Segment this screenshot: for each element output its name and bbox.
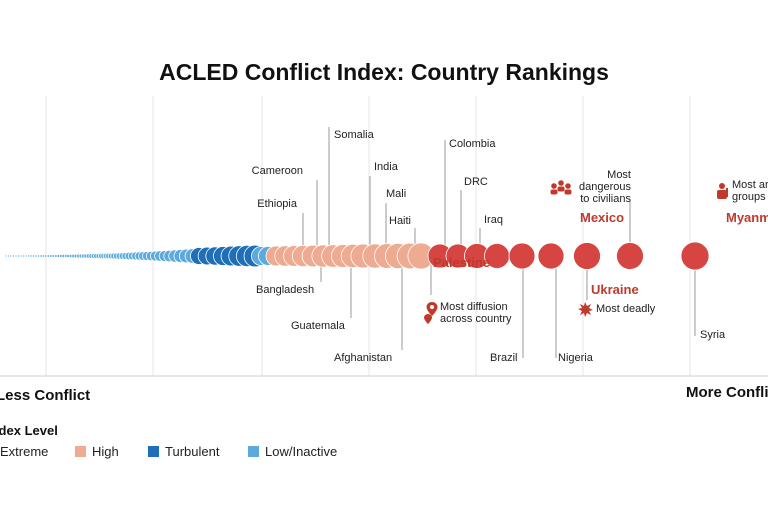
bubble-extreme <box>616 242 644 270</box>
country-label: Colombia <box>449 138 496 150</box>
legend-title: Index Level <box>0 423 58 438</box>
label-leader-lines <box>302 127 696 358</box>
country-label: Afghanistan <box>334 352 392 364</box>
highlight-country-label: Mexico <box>580 210 624 225</box>
bubble-extreme <box>537 242 565 270</box>
highlight-country-label: Myanmar <box>726 210 768 225</box>
bubble-low <box>36 254 41 258</box>
country-label: Somalia <box>334 129 375 141</box>
bubble-low <box>19 254 23 258</box>
highlight-note: dangerous <box>579 181 631 193</box>
bubble-extreme <box>680 241 710 271</box>
chart-title: ACLED Conflict Index: Country Rankings <box>159 59 609 85</box>
highlight-note: across country <box>440 313 512 325</box>
highlight-note: to civilians <box>580 193 631 205</box>
country-label: DRC <box>464 176 488 188</box>
country-label: Ethiopia <box>257 198 298 210</box>
highlight-note: groups <box>732 191 766 203</box>
legend: Extreme High Turbulent Low/Inactive <box>0 444 337 459</box>
highlight-note: Most diffusion <box>440 301 508 313</box>
bubble-low <box>14 254 18 258</box>
gridlines <box>45 96 691 376</box>
legend-label: Extreme <box>0 444 48 459</box>
legend-swatch <box>75 446 86 457</box>
country-label: Cameroon <box>252 165 303 177</box>
country-label: Haiti <box>389 215 411 227</box>
highlight-note: Most deadly <box>596 303 656 315</box>
country-label: Brazil <box>490 352 518 364</box>
bubble-extreme <box>573 242 601 270</box>
highlight-country-label: Ukraine <box>591 282 639 297</box>
highlight-note: Most <box>607 169 631 181</box>
bubble-low <box>17 254 20 258</box>
legend-label: High <box>92 444 119 459</box>
bubble-low <box>7 254 10 258</box>
country-labels: Somalia Cameroon India Ethiopia Mali Haiti Col… <box>252 129 768 364</box>
map-pin-icon <box>424 302 438 324</box>
bubble-low <box>4 254 8 258</box>
country-label: Iraq <box>484 214 503 226</box>
country-label: Mali <box>386 188 406 200</box>
axis-start-label: Less Conflict <box>0 387 90 404</box>
axis-end-label: More Conflict <box>686 384 768 401</box>
explosion-icon <box>578 302 593 317</box>
bubble-low <box>34 254 38 258</box>
people-icon <box>550 180 572 195</box>
bubble-low <box>27 254 30 258</box>
bubble-low <box>12 254 15 258</box>
bubble-low <box>29 254 33 258</box>
bubble-low <box>31 254 36 258</box>
legend-label: Low/Inactive <box>265 444 337 459</box>
bubble-extreme <box>508 242 536 270</box>
highlight-country-label: Palestine <box>433 255 490 270</box>
country-bubbles <box>4 241 710 271</box>
bubble-low <box>24 254 28 258</box>
country-label: Bangladesh <box>256 284 314 296</box>
legend-label: Turbulent <box>165 444 220 459</box>
armed-person-icon <box>717 183 728 199</box>
bubble-low <box>22 254 25 258</box>
country-label: Guatemala <box>291 320 346 332</box>
bubble-low <box>9 254 13 258</box>
highlight-note: Most armed <box>732 179 768 191</box>
legend-swatch <box>248 446 259 457</box>
country-label: Syria <box>700 329 726 341</box>
legend-swatch <box>148 446 159 457</box>
country-label: India <box>374 161 399 173</box>
country-label: Nigeria <box>558 352 594 364</box>
